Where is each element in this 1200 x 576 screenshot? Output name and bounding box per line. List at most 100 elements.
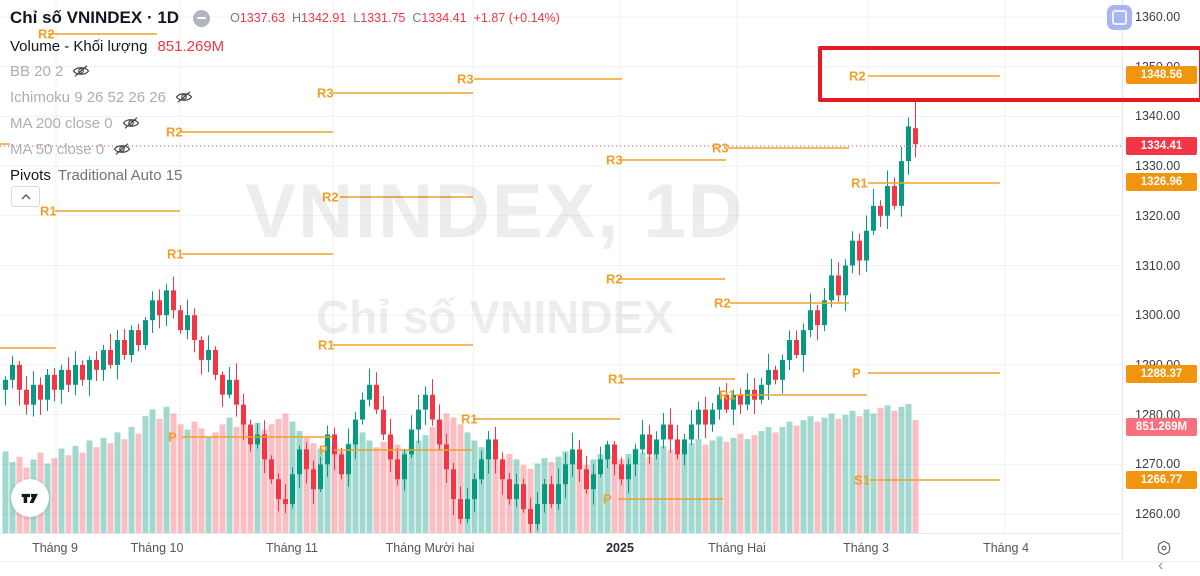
candle-body: [367, 384, 372, 400]
pivot-label-R2: R2: [38, 27, 55, 42]
volume-bar: [772, 432, 779, 535]
indicator-legend-row[interactable]: MA 200 close 0: [10, 110, 560, 136]
candle-body: [24, 389, 29, 405]
volume-bar: [611, 455, 618, 535]
candle-body: [507, 479, 512, 500]
ohlc-pair: L1331.75: [353, 11, 405, 25]
ohlc-key: O: [230, 11, 240, 25]
change-value: +1.87 (+0.14%): [473, 11, 560, 25]
volume-bar: [478, 447, 485, 535]
price-axis[interactable]: 1360.001350.001340.001330.001320.001310.…: [1122, 0, 1200, 560]
time-label: 2025: [606, 541, 634, 555]
candle-body: [31, 384, 36, 405]
candle-body: [360, 399, 365, 420]
volume-bar: [247, 428, 254, 535]
candle-body: [787, 340, 792, 360]
candle-body: [815, 310, 820, 326]
volume-bar: [730, 437, 737, 535]
price-tick: 1330.00: [1135, 159, 1181, 174]
volume-bar: [695, 439, 702, 535]
candle-body: [689, 424, 694, 440]
toggle-visibility-button[interactable]: [175, 90, 193, 104]
volume-bar: [191, 421, 198, 535]
volume-bar: [912, 420, 919, 535]
symbol-title[interactable]: Chỉ số VNINDEX · 1D: [10, 8, 180, 27]
candle-body: [290, 474, 295, 505]
volume-bar: [51, 458, 58, 535]
toggle-visibility-button[interactable]: [72, 64, 90, 78]
volume-bar: [632, 448, 639, 535]
maximize-pane-icon[interactable]: [1107, 5, 1132, 30]
tradingview-logo[interactable]: [11, 479, 49, 517]
pivot-label-P: P: [168, 430, 177, 445]
time-axis[interactable]: Tháng 9 Tháng 10 Tháng 11 Tháng Mười hai 202…: [0, 533, 1200, 562]
candle-body: [549, 484, 554, 505]
indicator-legend-row[interactable]: Ichimoku 9 26 52 26 26: [10, 84, 560, 110]
volume-bar: [786, 421, 793, 535]
collapse-legend-button[interactable]: [11, 186, 40, 207]
hide-legend-icon[interactable]: [193, 9, 211, 27]
candle-body: [535, 504, 540, 524]
eye-hidden-icon[interactable]: [122, 116, 140, 130]
volume-bar: [282, 413, 289, 535]
candle-body: [304, 449, 309, 470]
eye-hidden-icon[interactable]: [113, 142, 131, 156]
pivot-label-R1: R1: [851, 176, 868, 191]
candle-body: [794, 340, 799, 355]
volume-bar: [709, 440, 716, 535]
volume-bar: [891, 410, 898, 535]
candle-body: [157, 300, 162, 316]
pivot-label-P: P: [319, 443, 328, 458]
candle-body: [591, 474, 596, 490]
symbol-title-row[interactable]: Chỉ số VNINDEX · 1D O1337.63 H1342.91 L133…: [10, 6, 560, 30]
candle-body: [108, 349, 113, 365]
volume-bar: [177, 424, 184, 535]
volume-legend-row[interactable]: Volume - Khối lượng 851.269M: [10, 34, 560, 58]
eye-hidden-icon[interactable]: [72, 64, 90, 78]
volume-bar: [814, 421, 821, 535]
chart-canvas[interactable]: R2 R1 R2 R1 P R3 R2 R1 P R3 R1 R3 R2 R1 P R3 R2 R1 R2 R1 P S1: [0, 0, 1122, 560]
ohlc-value: 1331.75: [360, 11, 406, 25]
time-label: Tháng 11: [266, 541, 318, 555]
volume-bar: [877, 408, 884, 535]
candle-body: [843, 265, 848, 296]
volume-bar: [352, 437, 359, 535]
time-label: Tháng 10: [130, 541, 184, 555]
toggle-visibility-button[interactable]: [122, 116, 140, 130]
volume-bar: [163, 406, 170, 535]
candle-body: [206, 349, 211, 360]
volume-bar: [149, 409, 156, 535]
time-axis-settings-button[interactable]: [1155, 539, 1173, 562]
candle-body: [521, 484, 526, 510]
scroll-left-chevron[interactable]: ‹: [1158, 557, 1164, 574]
volume-bar: [415, 440, 422, 535]
toggle-visibility-button[interactable]: [113, 142, 131, 156]
price-tick: 1310.00: [1135, 258, 1181, 273]
pivots-legend-row[interactable]: Pivots Traditional Auto 15: [10, 162, 560, 188]
candle-body: [94, 359, 99, 370]
ohlc-pair: C1334.41: [412, 11, 466, 25]
volume-bar: [835, 418, 842, 535]
pivot-label-R2: R2: [714, 296, 731, 311]
candle-body: [339, 454, 344, 475]
volume-bar: [303, 437, 310, 535]
eye-hidden-icon[interactable]: [175, 90, 193, 104]
volume-bar: [576, 460, 583, 535]
volume-bar: [884, 405, 891, 535]
volume-bar: [639, 452, 646, 535]
candle-body: [66, 369, 71, 385]
indicator-legend-row[interactable]: MA 50 close 0: [10, 136, 560, 162]
volume-bar: [898, 406, 905, 535]
candle-body: [150, 300, 155, 321]
candle-body: [675, 439, 680, 455]
volume-bar: [674, 454, 681, 535]
time-label: Tháng 4: [983, 541, 1029, 555]
candle-body: [458, 499, 463, 519]
candle-body: [738, 394, 743, 405]
indicator-legend-row[interactable]: BB 20 2: [10, 58, 560, 84]
indicator-name: BB 20 2: [10, 62, 64, 80]
candle-body: [199, 340, 204, 360]
pivot-label-R1: R1: [167, 247, 184, 262]
candle-body: [808, 310, 813, 331]
candle-body: [668, 424, 673, 440]
